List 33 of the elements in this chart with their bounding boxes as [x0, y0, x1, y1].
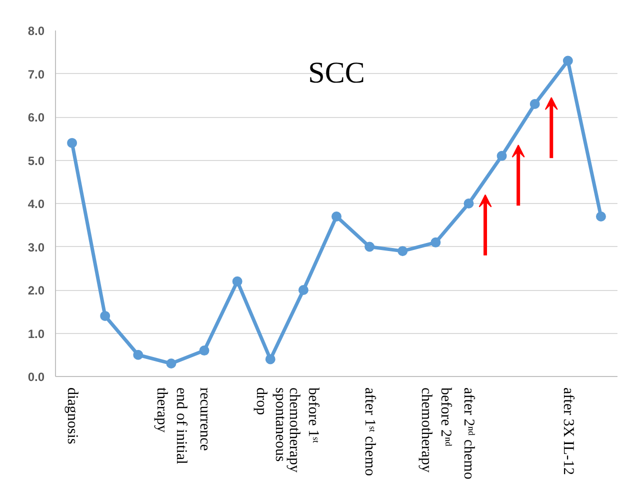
y-tick-label: 4.0 — [28, 197, 45, 211]
x-tick-label: after 2ⁿᵈ chemo — [460, 388, 477, 480]
y-tick-label: 3.0 — [28, 240, 45, 254]
y-tick-label: 2.0 — [28, 284, 45, 298]
x-tick-label: diagnosis — [64, 388, 80, 444]
point — [496, 150, 507, 161]
x-tick-label: recurrence — [196, 388, 212, 452]
point — [430, 237, 441, 248]
point — [232, 276, 242, 286]
y-tick-label: 7.0 — [28, 67, 45, 82]
y-tick-label: 8.0 — [28, 24, 45, 38]
point — [133, 350, 144, 360]
point — [364, 242, 375, 252]
point — [100, 310, 110, 321]
point — [332, 211, 342, 222]
point — [398, 246, 408, 256]
y-tick-label: 5.0 — [28, 154, 45, 168]
text: SCC — [308, 56, 365, 90]
point — [562, 56, 573, 66]
point — [596, 211, 606, 222]
x-tick-label: after 1ˢᵗ chemo — [362, 388, 378, 476]
point — [464, 198, 474, 208]
point — [67, 138, 78, 148]
point — [298, 285, 308, 295]
y-tick-label: 1.0 — [28, 326, 45, 341]
y-tick-label: 0.0 — [28, 370, 45, 384]
point — [199, 346, 210, 356]
point — [265, 354, 276, 364]
point — [166, 358, 176, 369]
point — [530, 99, 540, 110]
x-tick-label: after 3X IL-12 — [560, 388, 576, 475]
x-tick-label: end of initial therapy — [154, 388, 189, 464]
y-tick-label: 6.0 — [28, 110, 45, 124]
